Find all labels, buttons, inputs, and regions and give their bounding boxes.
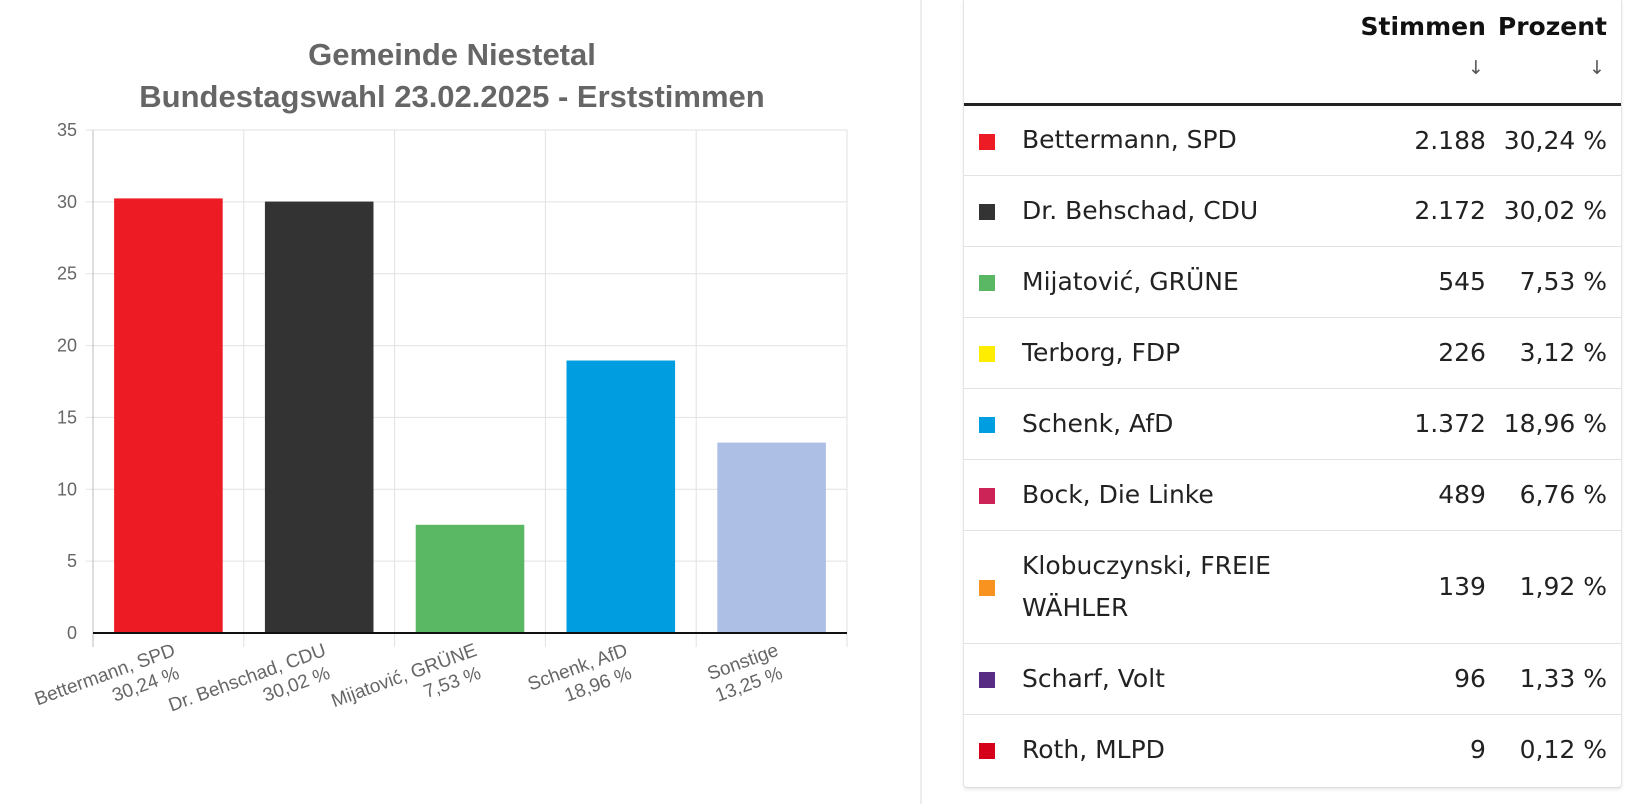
bars-layer bbox=[93, 198, 847, 634]
candidate-name: Bettermann, SPD bbox=[1022, 104, 1361, 176]
percent-value: 7,53 % bbox=[1497, 246, 1621, 318]
y-tick-label: 10 bbox=[57, 479, 77, 499]
color-cell bbox=[964, 530, 1022, 644]
results-table: Stimmen ↓ Prozent ↓ Bettermann, SPD 2.188… bbox=[964, 0, 1621, 785]
table-header-row: Stimmen ↓ Prozent ↓ bbox=[964, 0, 1621, 106]
votes-value: 96 bbox=[1360, 643, 1498, 715]
votes-value: 226 bbox=[1360, 317, 1498, 389]
table-row: Klobuczynski, FREIE WÄHLER 139 1,92 % bbox=[964, 530, 1621, 644]
votes-value: 2.172 bbox=[1360, 175, 1498, 247]
header-percent[interactable]: Prozent ↓ bbox=[1497, 0, 1621, 106]
party-color-swatch bbox=[979, 275, 995, 291]
y-tick-label: 15 bbox=[57, 407, 77, 427]
percent-value: 18,96 % bbox=[1497, 388, 1621, 460]
bar[interactable] bbox=[264, 201, 374, 634]
color-cell bbox=[964, 317, 1022, 389]
header-color bbox=[964, 0, 1022, 106]
results-table-panel: Stimmen ↓ Prozent ↓ Bettermann, SPD 2.188… bbox=[963, 0, 1622, 788]
color-cell bbox=[964, 643, 1022, 715]
votes-value: 489 bbox=[1360, 459, 1498, 531]
candidate-name: Scharf, Volt bbox=[1022, 643, 1361, 715]
votes-value: 545 bbox=[1360, 246, 1498, 318]
color-cell bbox=[964, 104, 1022, 176]
table-row: Terborg, FDP 226 3,12 % bbox=[964, 317, 1621, 389]
candidate-name: Dr. Behschad, CDU bbox=[1022, 175, 1361, 247]
candidate-name: Roth, MLPD bbox=[1022, 734, 1165, 764]
candidate-name: Mijatović, GRÜNE bbox=[1022, 246, 1361, 318]
color-cell bbox=[964, 714, 1022, 785]
chart-title-line-2: Bundestagswahl 23.02.2025 - Erststimmen bbox=[139, 79, 764, 114]
table-row: Roth, MLPD 9 0,12 % bbox=[964, 714, 1621, 785]
party-color-swatch bbox=[979, 204, 995, 220]
percent-value: 6,76 % bbox=[1497, 459, 1621, 531]
party-color-swatch bbox=[979, 743, 995, 760]
bar[interactable] bbox=[566, 360, 676, 633]
votes-value: 1.372 bbox=[1360, 388, 1498, 460]
party-color-swatch bbox=[979, 417, 995, 433]
votes-value: 139 bbox=[1360, 530, 1498, 644]
candidate-name: Bock, Die Linke bbox=[1022, 459, 1361, 531]
percent-value: 30,24 % bbox=[1497, 104, 1621, 176]
party-color-swatch bbox=[979, 488, 995, 504]
bar[interactable] bbox=[114, 198, 223, 633]
chart-panel: Gemeinde Niestetal Bundestagswahl 23.02.… bbox=[32, 37, 848, 716]
percent-value: 30,02 % bbox=[1497, 175, 1621, 247]
table-row: Bettermann, SPD 2.188 30,24 % bbox=[964, 104, 1621, 176]
header-votes-label: Stimmen bbox=[1360, 12, 1486, 41]
table-body: Bettermann, SPD 2.188 30,24 % Dr. Behschad,… bbox=[964, 104, 1621, 785]
party-color-swatch bbox=[979, 672, 995, 688]
party-color-swatch bbox=[979, 580, 995, 596]
votes-value: 2.188 bbox=[1360, 104, 1498, 176]
percent-value: 3,12 % bbox=[1497, 317, 1621, 389]
votes-value: 9 bbox=[1470, 735, 1486, 765]
candidate-name: Schenk, AfD bbox=[1022, 388, 1361, 460]
bar[interactable] bbox=[415, 524, 525, 633]
y-tick-label: 20 bbox=[57, 336, 77, 356]
color-cell bbox=[964, 388, 1022, 460]
candidate-name: Klobuczynski, FREIE WÄHLER bbox=[1022, 530, 1361, 644]
y-tick-label: 35 bbox=[57, 120, 77, 140]
header-candidate bbox=[1022, 0, 1361, 106]
percent-value: 1,33 % bbox=[1497, 643, 1621, 715]
y-tick-label: 25 bbox=[57, 264, 77, 284]
panel-divider bbox=[920, 0, 922, 804]
y-tick-label: 5 bbox=[67, 551, 77, 571]
table-row: Dr. Behschad, CDU 2.172 30,02 % bbox=[964, 175, 1621, 247]
table-row: Schenk, AfD 1.372 18,96 % bbox=[964, 388, 1621, 460]
table-row: Bock, Die Linke 489 6,76 % bbox=[964, 459, 1621, 531]
sort-arrow-icon[interactable]: ↓ bbox=[1467, 57, 1484, 79]
color-cell bbox=[964, 459, 1022, 531]
table-row: Mijatović, GRÜNE 545 7,53 % bbox=[964, 246, 1621, 318]
bar-chart: Gemeinde Niestetal Bundestagswahl 23.02.… bbox=[32, 37, 848, 716]
bar[interactable] bbox=[717, 442, 826, 633]
y-tick-label: 0 bbox=[67, 623, 77, 643]
header-votes[interactable]: Stimmen ↓ bbox=[1360, 0, 1498, 106]
y-tick-label: 30 bbox=[57, 192, 77, 212]
party-color-swatch bbox=[979, 133, 995, 150]
percent-value: 0,12 % bbox=[1519, 735, 1607, 765]
candidate-name: Terborg, FDP bbox=[1022, 317, 1361, 389]
sort-arrow-icon[interactable]: ↓ bbox=[1589, 57, 1605, 79]
table-row: Scharf, Volt 96 1,33 % bbox=[964, 643, 1621, 715]
color-cell bbox=[964, 175, 1022, 247]
chart-title-line-1: Gemeinde Niestetal bbox=[308, 37, 596, 72]
party-color-swatch bbox=[979, 346, 995, 362]
percent-value: 1,92 % bbox=[1497, 530, 1621, 644]
color-cell bbox=[964, 246, 1022, 318]
header-percent-label: Prozent bbox=[1497, 12, 1607, 41]
